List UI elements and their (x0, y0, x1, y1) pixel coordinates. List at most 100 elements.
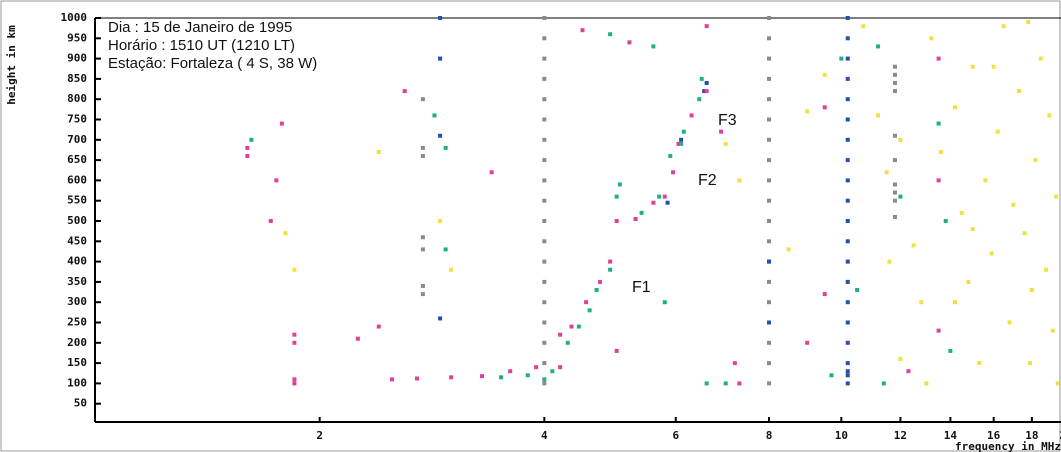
data-point (274, 178, 279, 183)
x-tick-label: 20 (1059, 429, 1061, 442)
header-line: Horário : 1510 UT (1210 LT) (108, 37, 295, 54)
data-point (702, 89, 707, 94)
data-point (892, 133, 897, 138)
data-point (245, 154, 250, 159)
data-point (845, 219, 850, 223)
data-point (402, 89, 407, 94)
data-point (767, 340, 772, 345)
data-point (767, 76, 772, 81)
data-point (892, 214, 897, 219)
data-point (723, 381, 728, 386)
data-point (584, 300, 589, 305)
data-point (845, 259, 850, 264)
data-point (845, 279, 850, 284)
x-tick-label: 4 (541, 429, 548, 442)
data-point (355, 336, 360, 341)
data-point (786, 247, 791, 252)
data-point (292, 332, 297, 337)
data-point (1011, 202, 1016, 207)
data-point (389, 377, 394, 382)
data-point (542, 320, 547, 325)
data-point (489, 170, 494, 175)
data-point (1022, 231, 1027, 236)
data-point (943, 219, 948, 223)
x-axis-label: frequency in MHz (955, 440, 1061, 452)
data-point (845, 340, 850, 345)
data-point (542, 381, 547, 386)
data-point (767, 279, 772, 284)
data-point (420, 97, 425, 102)
data-point (662, 300, 667, 305)
data-point (542, 76, 547, 81)
data-point (534, 365, 539, 370)
data-point (1028, 361, 1033, 366)
data-point (767, 381, 772, 386)
data-point (892, 80, 897, 85)
data-point (948, 348, 953, 353)
data-point (723, 141, 728, 146)
data-point (704, 381, 709, 386)
data-point (542, 158, 547, 163)
data-point (479, 374, 484, 379)
data-point (881, 381, 886, 386)
data-point (719, 129, 724, 134)
data-point (845, 97, 850, 102)
data-point (1050, 328, 1055, 333)
x-tick-label: 2 (316, 429, 323, 442)
data-point (542, 361, 547, 366)
data-point (959, 210, 964, 215)
data-point (542, 97, 547, 102)
data-point (906, 369, 911, 374)
data-point (639, 210, 644, 215)
data-point (704, 89, 709, 94)
data-point (892, 72, 897, 77)
data-point (699, 76, 704, 81)
y-tick-label: 700 (67, 133, 87, 146)
data-point (499, 375, 504, 380)
data-point (892, 190, 897, 195)
data-point (542, 117, 547, 122)
data-point (268, 219, 273, 223)
data-point (936, 178, 941, 183)
data-point (1007, 320, 1012, 325)
data-point (689, 113, 694, 118)
x-tick-label: 18 (1025, 429, 1038, 442)
data-point (845, 361, 850, 366)
x-tick-label: 8 (766, 429, 773, 442)
data-point (732, 361, 737, 366)
data-point (627, 40, 632, 45)
header-line: Estação: Fortaleza ( 4 S, 38 W) (108, 55, 317, 72)
data-point (292, 267, 297, 272)
data-point (936, 328, 941, 333)
x-tick-label: 10 (835, 429, 848, 442)
annotation: F1 (632, 279, 651, 296)
y-tick-label: 600 (67, 173, 87, 186)
annotation: F2 (698, 172, 717, 189)
data-point (569, 324, 574, 329)
data-point (845, 158, 850, 163)
data-point (952, 300, 957, 305)
data-point (633, 216, 638, 221)
data-point (665, 200, 670, 205)
data-point (580, 28, 585, 33)
data-point (420, 145, 425, 150)
data-point (845, 56, 850, 61)
data-point (420, 283, 425, 288)
data-point (449, 267, 454, 272)
data-point (855, 288, 860, 293)
data-point (679, 137, 684, 142)
data-point (438, 16, 443, 20)
x-tick-label: 16 (987, 429, 1001, 442)
data-point (676, 141, 681, 146)
data-point (542, 36, 547, 41)
data-point (292, 340, 297, 345)
data-point (558, 332, 563, 337)
data-point (767, 320, 772, 325)
data-point (697, 97, 702, 102)
data-point (845, 320, 850, 325)
data-point (558, 365, 563, 370)
data-point (845, 36, 850, 41)
data-point (924, 381, 929, 386)
data-point (704, 24, 709, 29)
